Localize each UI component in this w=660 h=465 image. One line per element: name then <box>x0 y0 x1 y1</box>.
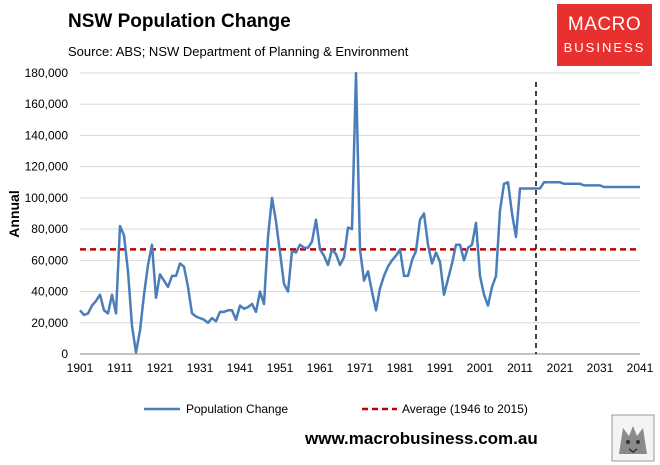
x-tick-label: 2021 <box>547 361 574 375</box>
x-tick-label: 2031 <box>587 361 614 375</box>
x-tick-label: 2011 <box>507 361 533 375</box>
x-tick-label: 2001 <box>467 361 494 375</box>
x-tick-label: 1991 <box>427 361 454 375</box>
y-tick-label: 140,000 <box>25 128 69 142</box>
x-tick-label: 1971 <box>347 361 374 375</box>
x-tick-label: 1981 <box>387 361 414 375</box>
x-tick-label: 1901 <box>67 361 94 375</box>
x-tick-label: 1921 <box>147 361 174 375</box>
legend-label-average: Average (1946 to 2015) <box>402 402 528 416</box>
wolf-badge-icon <box>611 414 655 462</box>
website-url: www.macrobusiness.com.au <box>305 429 538 448</box>
y-tick-label: 80,000 <box>31 222 68 236</box>
population-chart: 0 20,000 40,000 60,000 80,000 100,000 120,000 1… <box>6 66 654 416</box>
x-tick-label: 1961 <box>307 361 334 375</box>
legend-label-population: Population Change <box>186 402 288 416</box>
logo-line2: BUSINESS <box>563 40 646 55</box>
population-change-line <box>79 71 640 354</box>
y-tick-label: 100,000 <box>25 191 69 205</box>
macrobusiness-logo: MACRO BUSINESS <box>557 4 652 66</box>
legend: Population Change Average (1946 to 2015) <box>144 402 528 416</box>
chart-source: Source: ABS; NSW Department of Planning … <box>68 44 409 59</box>
y-tick-label: 160,000 <box>25 97 69 111</box>
gridlines <box>80 72 640 324</box>
logo-line1: MACRO <box>567 14 642 35</box>
y-tick-label: 40,000 <box>31 285 68 299</box>
x-tick-label: 1941 <box>227 361 254 375</box>
y-tick-label: 20,000 <box>31 316 68 330</box>
x-tick-label: 1931 <box>187 361 214 375</box>
y-axis-label: Annual <box>6 190 22 237</box>
y-tick-label: 0 <box>61 347 68 361</box>
y-tick-label: 180,000 <box>25 66 69 80</box>
chart-title: NSW Population Change <box>68 11 291 32</box>
x-tick-label: 1951 <box>267 361 294 375</box>
x-tick-label: 1911 <box>107 361 133 375</box>
x-tick-labels: 1901 1911 1921 1931 1941 1951 1961 1971 1981 1991… <box>67 361 654 375</box>
x-tick-label: 2041 <box>627 361 654 375</box>
y-tick-label: 60,000 <box>31 253 68 267</box>
y-tick-labels: 0 20,000 40,000 60,000 80,000 100,000 120,000 1… <box>25 66 69 361</box>
y-tick-label: 120,000 <box>25 160 69 174</box>
